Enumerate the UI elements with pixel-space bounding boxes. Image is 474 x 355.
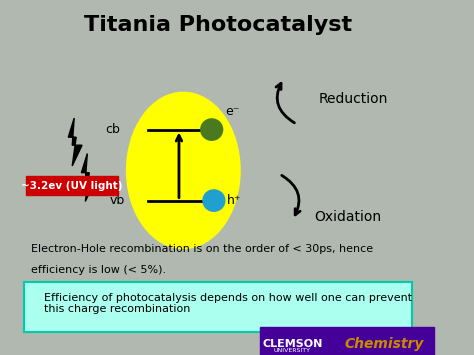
Text: UNIVERSITY: UNIVERSITY [274,348,311,353]
Text: Reduction: Reduction [319,92,388,106]
Polygon shape [82,153,95,202]
Text: Chemistry: Chemistry [345,337,424,351]
Text: e⁻: e⁻ [225,105,239,118]
FancyBboxPatch shape [26,176,118,195]
Text: Efficiency of photocatalysis depends on how well one can prevent
this charge rec: Efficiency of photocatalysis depends on … [44,293,412,314]
Ellipse shape [201,119,223,140]
Text: vb: vb [109,194,124,207]
Text: ~3.2ev (UV light): ~3.2ev (UV light) [21,181,123,191]
Text: Oxidation: Oxidation [314,209,382,224]
Text: CLEMSON: CLEMSON [262,339,323,349]
Text: cb: cb [105,123,120,136]
FancyBboxPatch shape [260,327,434,355]
Ellipse shape [127,92,240,248]
FancyBboxPatch shape [24,282,412,332]
Text: efficiency is low (< 5%).: efficiency is low (< 5%). [30,265,166,275]
Text: h⁺: h⁺ [227,194,241,207]
Polygon shape [68,118,82,166]
Ellipse shape [203,190,225,211]
Text: Electron-Hole recombination is on the order of < 30ps, hence: Electron-Hole recombination is on the or… [30,244,373,253]
Text: Titania Photocatalyst: Titania Photocatalyst [84,15,352,35]
